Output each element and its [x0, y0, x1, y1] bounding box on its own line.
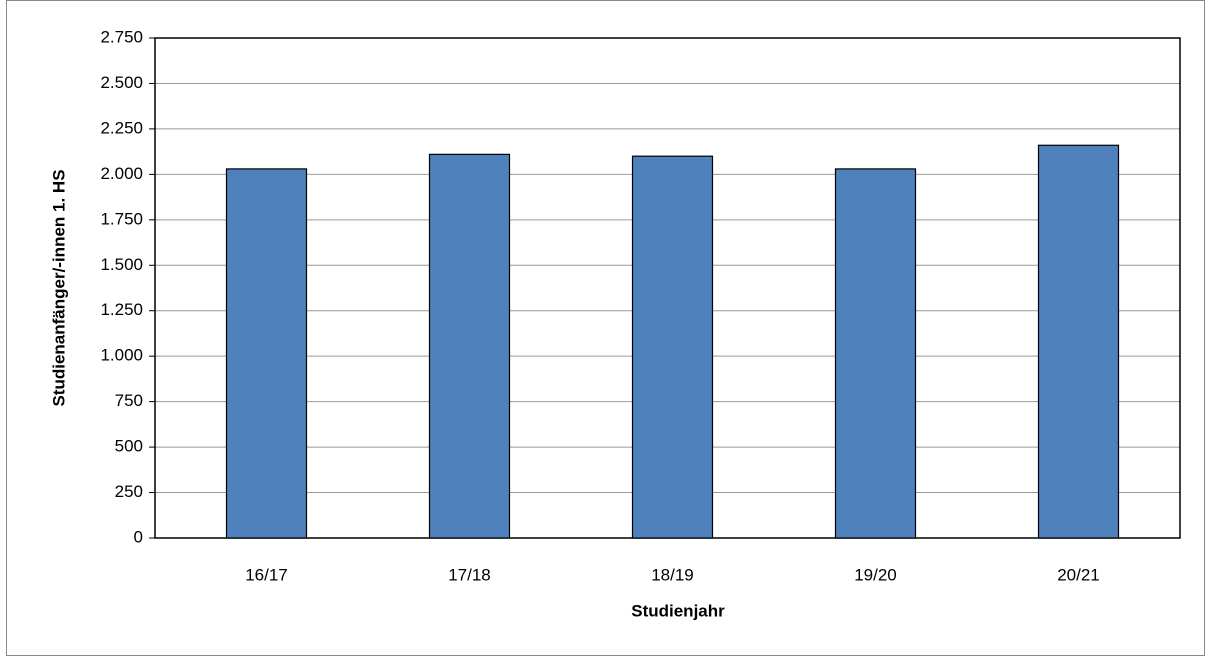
x-tick-label: 18/19 — [651, 565, 694, 584]
y-tick-label: 2.750 — [100, 27, 143, 46]
y-tick-label: 0 — [134, 527, 143, 546]
y-tick-label: 250 — [115, 482, 143, 501]
y-tick-label: 500 — [115, 437, 143, 456]
bar — [428, 153, 511, 539]
chart-frame — [6, 0, 1205, 656]
bar — [1037, 144, 1120, 539]
y-tick-label: 2.250 — [100, 118, 143, 137]
x-tick-label: 17/18 — [448, 565, 491, 584]
y-axis-title: Studienanfänger/-innen 1. HS — [49, 169, 68, 406]
y-tick-label: 1.250 — [100, 300, 143, 319]
x-tick-label: 16/17 — [245, 565, 288, 584]
y-tick-label: 2.500 — [100, 73, 143, 92]
bar — [225, 168, 308, 539]
y-tick-label: 750 — [115, 391, 143, 410]
x-tick-label: 20/21 — [1057, 565, 1100, 584]
x-tick-label: 19/20 — [854, 565, 897, 584]
bar — [834, 168, 917, 539]
x-axis-title: Studienjahr — [631, 601, 725, 620]
bar — [631, 155, 714, 539]
y-tick-label: 1.750 — [100, 209, 143, 228]
y-tick-label: 1.500 — [100, 255, 143, 274]
y-tick-label: 2.000 — [100, 164, 143, 183]
y-tick-label: 1.000 — [100, 346, 143, 365]
